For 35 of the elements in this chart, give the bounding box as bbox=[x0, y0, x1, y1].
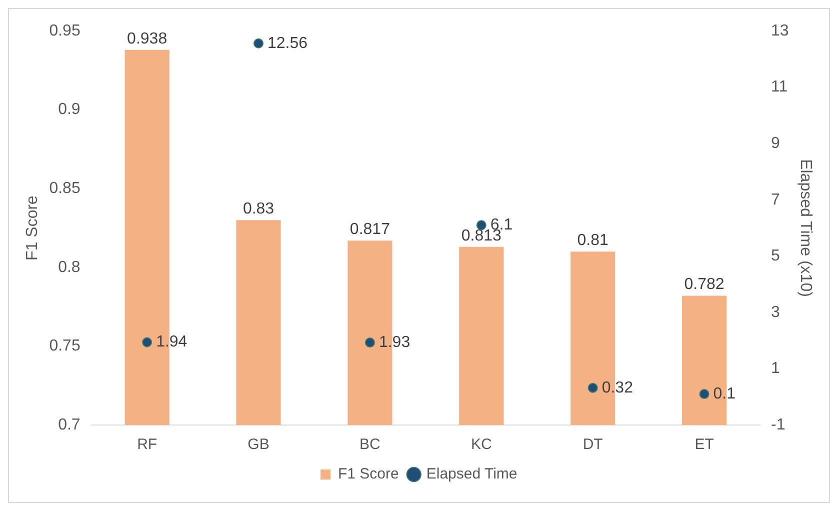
legend-label: Elapsed Time bbox=[426, 466, 518, 483]
y2-tick-label: 5 bbox=[771, 248, 780, 265]
x-tick-label: GB bbox=[248, 436, 270, 454]
y2-tick-label: 13 bbox=[771, 22, 789, 40]
y-tick-label: 0.75 bbox=[49, 338, 80, 355]
data-label: 0.81 bbox=[577, 232, 609, 250]
legend-label: F1 Score bbox=[338, 466, 399, 483]
point bbox=[142, 337, 152, 348]
point bbox=[254, 38, 264, 48]
y2-tick-label: 3 bbox=[771, 304, 780, 321]
point bbox=[699, 389, 710, 400]
y2-tick-label: 9 bbox=[771, 134, 780, 152]
y-tick-label: 0.8 bbox=[58, 258, 80, 276]
data-label: 0.782 bbox=[684, 276, 724, 294]
data-label: 0.938 bbox=[127, 30, 168, 48]
x-tick-label: ET bbox=[694, 436, 714, 454]
data-label: 0.83 bbox=[242, 200, 274, 218]
y-tick-label: 0.7 bbox=[58, 416, 80, 434]
y-tick-label: 0.9 bbox=[58, 101, 80, 118]
y2-tick-label: 1 bbox=[771, 360, 780, 378]
x-tick-label: RF bbox=[137, 436, 158, 454]
y2-tick-label: 11 bbox=[771, 78, 788, 96]
data-label: 12.56 bbox=[268, 34, 308, 52]
y2-tick-label: -1 bbox=[771, 416, 786, 434]
data-label: 0.817 bbox=[350, 221, 390, 238]
y2-tick-label: 7 bbox=[771, 191, 780, 208]
x-tick-label: DT bbox=[582, 436, 603, 454]
y2-axis-title: Elapsed Time (x10) bbox=[796, 159, 814, 297]
y-axis-title: F1 Score bbox=[24, 195, 42, 260]
y-tick-label: 0.85 bbox=[49, 180, 80, 198]
point bbox=[588, 382, 598, 393]
point bbox=[364, 338, 375, 348]
x-tick-label: BC bbox=[360, 436, 381, 454]
y-tick-label: 0.95 bbox=[49, 22, 80, 40]
x-tick-label: KC bbox=[470, 436, 492, 454]
